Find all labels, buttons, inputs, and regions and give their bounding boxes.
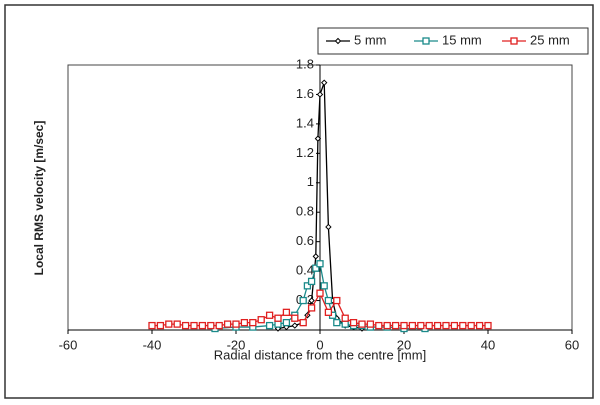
data-point	[417, 321, 425, 330]
data-point	[324, 308, 333, 316]
data-point	[282, 308, 291, 316]
legend-marker	[334, 37, 342, 45]
y-tick-label: 1.6	[296, 86, 314, 101]
legend-label: 5 mm	[354, 32, 387, 47]
data-point	[282, 318, 291, 327]
y-tick-label: 0.8	[296, 204, 314, 219]
data-point	[223, 320, 232, 328]
data-point	[265, 321, 274, 330]
data-point	[291, 314, 299, 322]
x-axis-label: Radial distance from the centre [mm]	[214, 347, 426, 362]
data-point	[173, 320, 181, 328]
legend-marker	[510, 37, 518, 45]
data-point	[312, 264, 320, 272]
data-point	[325, 223, 332, 231]
data-point	[303, 282, 312, 290]
data-point	[408, 321, 417, 330]
x-tick-label: -60	[59, 337, 78, 352]
data-point	[299, 318, 307, 327]
data-point	[341, 320, 349, 328]
data-point	[232, 320, 240, 328]
legend-box	[317, 27, 589, 55]
data-point	[320, 79, 328, 86]
data-point	[425, 321, 433, 330]
data-point	[400, 321, 408, 330]
data-point	[265, 311, 274, 319]
data-point	[165, 320, 173, 328]
data-point	[320, 282, 328, 290]
data-point	[442, 321, 450, 330]
data-point	[198, 321, 207, 330]
x-tick-label: -20	[227, 337, 246, 352]
data-point	[366, 320, 375, 328]
y-tick-label: 1.2	[296, 145, 314, 160]
y-tick-label: 0.6	[296, 233, 314, 248]
data-point	[358, 320, 366, 328]
data-point	[375, 321, 383, 330]
legend-label: 25 mm	[530, 32, 570, 47]
data-point	[257, 316, 265, 324]
data-point	[249, 318, 257, 327]
data-point	[484, 321, 492, 330]
data-point	[291, 322, 299, 329]
data-point	[467, 321, 475, 330]
data-point	[324, 296, 333, 305]
data-point	[207, 321, 215, 330]
x-tick-label: -40	[143, 337, 162, 352]
data-point	[316, 289, 324, 297]
data-point	[299, 296, 307, 305]
data-point	[240, 318, 249, 327]
y-tick-label: 0.4	[296, 263, 314, 278]
data-point	[307, 304, 316, 312]
data-point	[450, 321, 459, 330]
data-point	[274, 320, 282, 328]
legend-marker	[422, 37, 430, 45]
data-point	[383, 321, 391, 330]
data-point	[349, 318, 358, 327]
data-point	[316, 260, 324, 268]
data-point	[274, 314, 282, 322]
x-tick-label: 60	[565, 337, 579, 352]
y-tick-label: 1	[307, 174, 314, 189]
series-line	[277, 82, 363, 330]
data-point	[316, 91, 324, 98]
legend: 5 mm 15 mm 25 mm	[317, 27, 589, 55]
data-point	[215, 321, 223, 330]
x-tick-label: 20	[397, 337, 411, 352]
data-point	[333, 296, 341, 305]
data-point	[341, 314, 349, 322]
y-axis-label: Local RMS velocity [m/sec]	[32, 121, 46, 276]
data-point	[308, 297, 315, 304]
chart-border	[4, 4, 594, 399]
data-point	[190, 321, 198, 330]
data-point	[333, 318, 341, 327]
data-point	[459, 321, 467, 330]
x-tick-label: 0	[316, 337, 323, 352]
y-tick-label: 1.4	[296, 115, 314, 130]
data-point	[307, 277, 316, 286]
data-point	[391, 321, 400, 330]
data-point	[314, 135, 322, 142]
y-tick-label: 1.8	[296, 56, 314, 71]
data-point	[475, 321, 484, 330]
legend-label: 15 mm	[442, 32, 482, 47]
data-point	[312, 253, 320, 260]
data-point	[181, 321, 190, 330]
x-tick-label: 40	[481, 337, 495, 352]
data-point	[156, 321, 165, 330]
data-point	[148, 321, 156, 330]
data-point	[433, 321, 442, 330]
